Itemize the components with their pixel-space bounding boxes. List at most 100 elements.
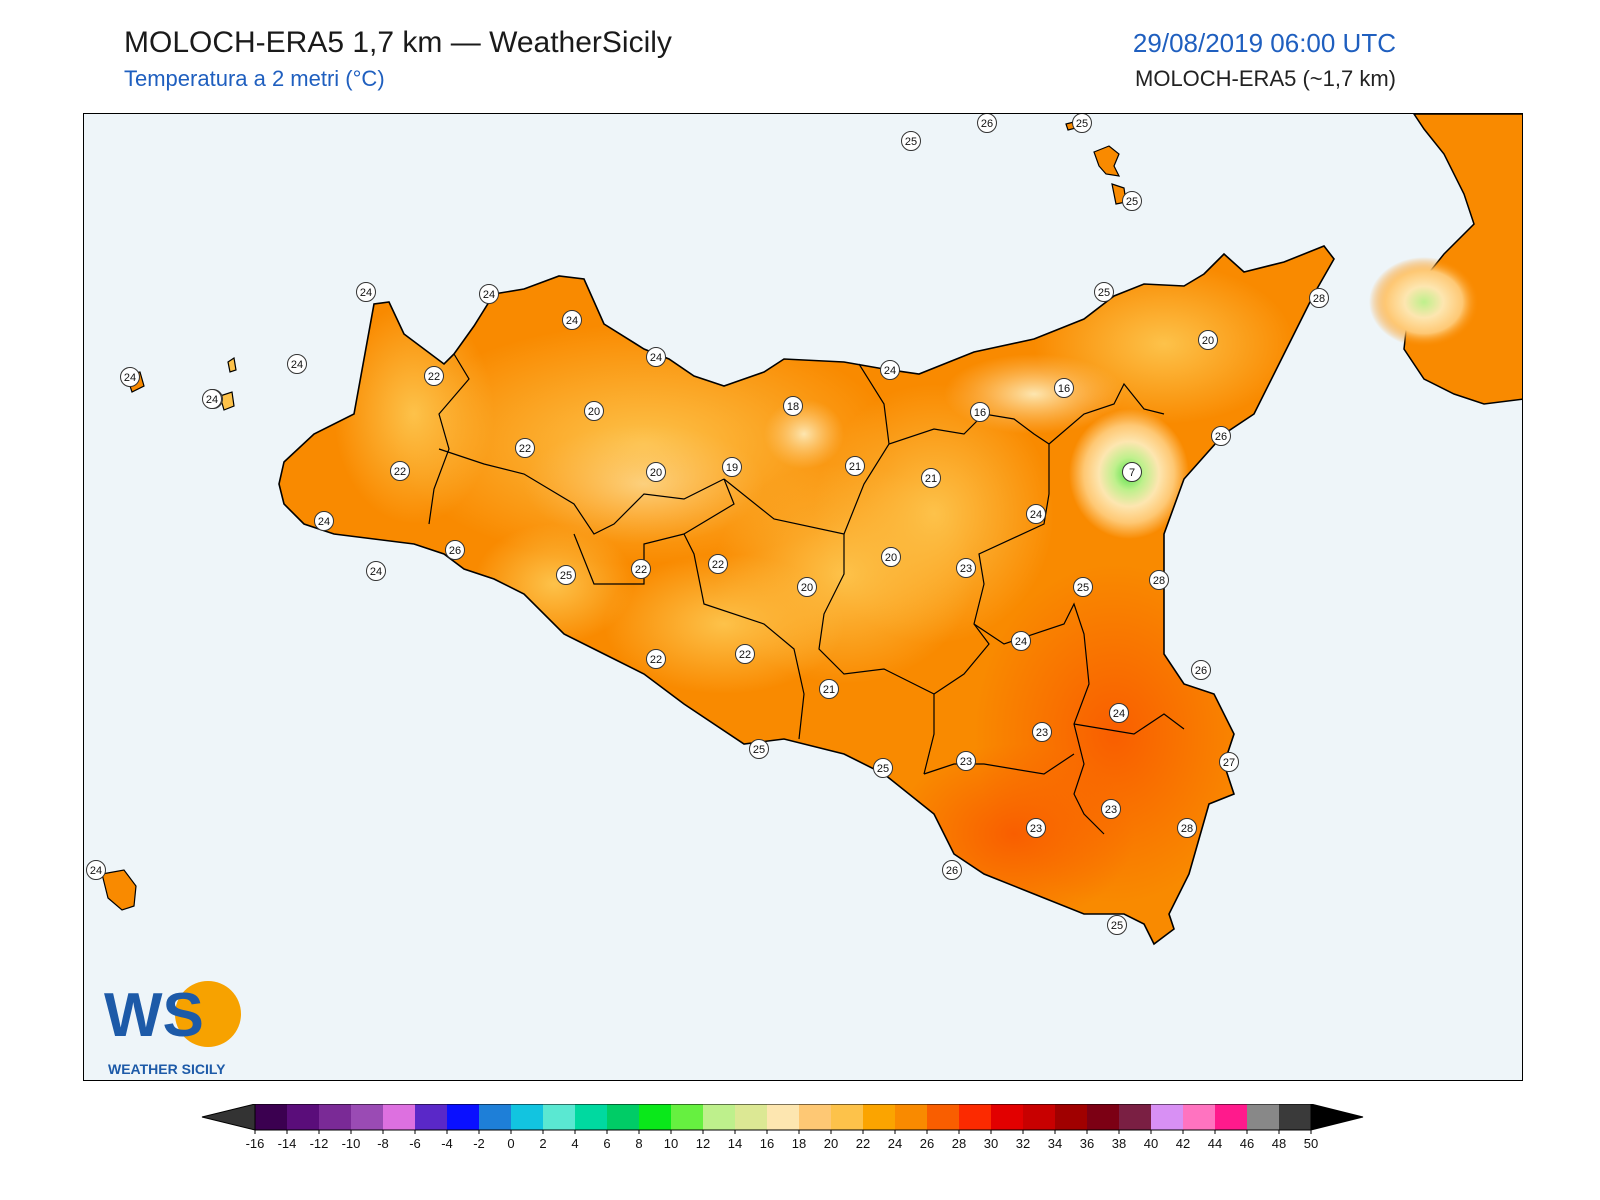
station-marker: 23: [956, 558, 976, 578]
colorbar-tick-label: 34: [1048, 1136, 1062, 1151]
station-marker-circle: [1198, 330, 1218, 350]
station-marker-circle: [819, 679, 839, 699]
station-value: 24: [884, 365, 896, 377]
temperature-map[interactable]: 25 26 25 25 24 24 24 24 24 24 24 22 20 18 24 25 28 20 16 16…: [83, 113, 1523, 1081]
station-marker-circle: [921, 468, 941, 488]
station-value: 24: [1030, 509, 1042, 521]
model-name: MOLOCH-ERA5 (~1,7 km): [1135, 66, 1396, 91]
station-marker: 22: [515, 438, 535, 458]
station-value: 23: [960, 563, 972, 575]
colorbar-tick-label: 46: [1240, 1136, 1254, 1151]
station-marker: 23: [956, 751, 976, 771]
station-value: 18: [787, 401, 799, 413]
colorbar-cell: [319, 1104, 351, 1130]
station-value: 20: [885, 552, 897, 564]
station-marker: 7: [1122, 462, 1142, 482]
colorbar-tick-label: 24: [888, 1136, 902, 1151]
colorbar-cell: [927, 1104, 959, 1130]
station-marker-circle: [783, 396, 803, 416]
colorbar-tick-label: 8: [635, 1136, 642, 1151]
station-marker: 25: [1122, 191, 1142, 211]
colorbar-cell: [895, 1104, 927, 1130]
colorbar-cell: [255, 1104, 287, 1130]
station-value: 25: [1111, 920, 1123, 932]
station-marker-circle: [1219, 752, 1239, 772]
station-marker: 24: [202, 389, 222, 409]
station-value: 21: [925, 473, 937, 485]
colorbar-cell: [863, 1104, 895, 1130]
colorbar-tick-label: -12: [310, 1136, 329, 1151]
map-subtitle: Temperatura a 2 metri (°C): [124, 66, 385, 91]
station-marker: 24: [562, 310, 582, 330]
station-marker-circle: [1032, 722, 1052, 742]
station-value: 22: [394, 466, 406, 478]
station-value: 24: [124, 372, 136, 384]
colorbar-cell: [799, 1104, 831, 1130]
colorbar-cell: [1215, 1104, 1247, 1130]
station-marker-circle: [722, 457, 742, 477]
station-marker: 22: [631, 559, 651, 579]
station-marker: 26: [1211, 426, 1231, 446]
station-marker-circle: [1073, 577, 1093, 597]
station-value: 23: [1036, 727, 1048, 739]
valid-datetime: 29/08/2019 06:00 UTC: [1132, 28, 1396, 58]
station-marker-circle: [1026, 504, 1046, 524]
station-marker-circle: [356, 282, 376, 302]
station-value: 26: [1195, 665, 1207, 677]
colorbar-cell: [1247, 1104, 1279, 1130]
station-marker: 28: [1149, 570, 1169, 590]
station-marker: 26: [445, 540, 465, 560]
station-marker: 25: [1107, 915, 1127, 935]
station-marker: 22: [646, 649, 666, 669]
colorbar-cell: [1279, 1104, 1311, 1130]
station-marker: 24: [880, 360, 900, 380]
station-marker-circle: [1054, 378, 1074, 398]
colorbar-tick-label: 20: [824, 1136, 838, 1151]
station-value: 21: [823, 684, 835, 696]
colorbar-tick-label: 50: [1304, 1136, 1318, 1151]
station-value: 24: [650, 352, 662, 364]
station-value: 25: [905, 136, 917, 148]
station-marker-circle: [942, 860, 962, 880]
station-marker-circle: [424, 366, 444, 386]
station-marker-circle: [1177, 818, 1197, 838]
station-value: 24: [566, 315, 578, 327]
station-value: 28: [1153, 575, 1165, 587]
colorbar-cell: [447, 1104, 479, 1130]
colorbar-cell: [1055, 1104, 1087, 1130]
station-marker: 28: [1177, 818, 1197, 838]
colorbar-cell: [767, 1104, 799, 1130]
station-marker: 24: [287, 354, 307, 374]
station-marker: 27: [1219, 752, 1239, 772]
station-marker: 26: [942, 860, 962, 880]
station-marker-circle: [445, 540, 465, 560]
colorbar-graphic: -16 -14 -12 -10 -8 -6 -4 -2 0 2 4 6 8 10 12 14 16 18 20 22 2…: [201, 1103, 1364, 1151]
temperature-colorbar: -16 -14 -12 -10 -8 -6 -4 -2 0 2 4 6 8 10 12 14 16 18 20 22 2…: [200, 1103, 1410, 1164]
station-value: 25: [753, 744, 765, 756]
colorbar-tick-label: 48: [1272, 1136, 1286, 1151]
station-marker-circle: [873, 758, 893, 778]
colorbar-tick-label: 30: [984, 1136, 998, 1151]
station-value: 25: [1076, 118, 1088, 130]
colorbar-cell: [415, 1104, 447, 1130]
colorbar-tick-label: 26: [920, 1136, 934, 1151]
station-value: 22: [739, 649, 751, 661]
logo-text: WEATHER SICILY: [108, 1061, 226, 1077]
station-value: 20: [1202, 335, 1214, 347]
colorbar-cell: [575, 1104, 607, 1130]
station-marker: 23: [1032, 722, 1052, 742]
weathersicily-logo: WS WEATHER SICILY: [98, 978, 258, 1078]
station-value: 25: [877, 763, 889, 775]
station-marker: 20: [646, 462, 666, 482]
station-value: 16: [974, 407, 986, 419]
station-value: 21: [849, 461, 861, 473]
station-marker-circle: [120, 367, 140, 387]
colorbar-tick-label: 18: [792, 1136, 806, 1151]
station-marker-circle: [631, 559, 651, 579]
station-marker-circle: [1107, 915, 1127, 935]
station-marker: 24: [646, 347, 666, 367]
station-marker-circle: [86, 860, 106, 880]
colorbar-tick-label: -4: [441, 1136, 453, 1151]
station-marker-circle: [646, 462, 666, 482]
station-markers: 25 26 25 25 24 24 24 24 24 24 24 22 20 18 24 25 28 20 16 16…: [86, 114, 1329, 935]
